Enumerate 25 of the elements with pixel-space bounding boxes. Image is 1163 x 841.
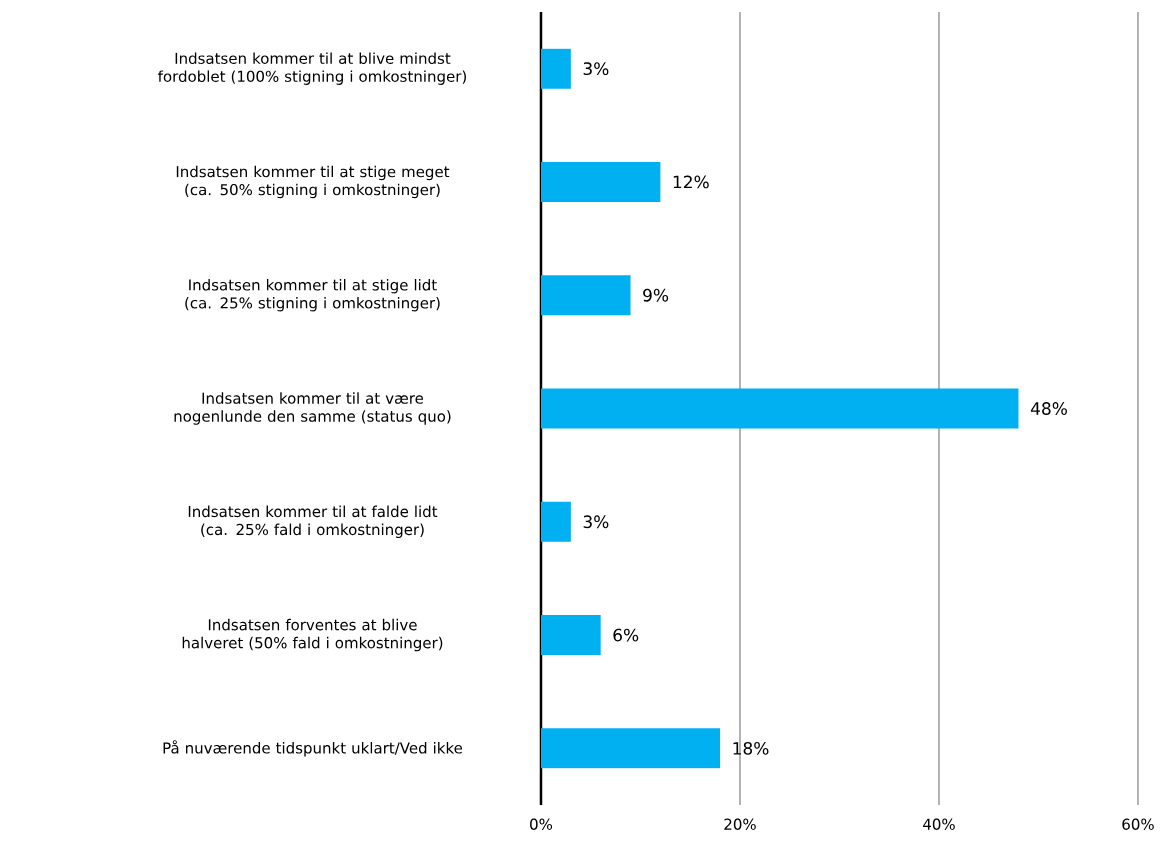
y-tick-label: Indsatsen kommer til at blive mindst fordoblet (100% stigning i omkostninger) [158,52,466,85]
y-tick-label: Indsatsen kommer til at stige lidt (ca. 25% stigning i omkostninger) [185,278,440,312]
y-tick-label: Indsatsen forventes at blive halveret (50% fald i omkostninger) [182,618,443,652]
x-tick-label: 40% [923,818,955,830]
data-label: 9% [643,288,669,302]
bar [540,388,1019,429]
y-tick-label: På nuværende tidspunkt uklart/Ved ikke [163,740,463,757]
y-tick-label: Indsatsen kommer til at falde lidt (ca. 25% fald i omkostninger) [188,505,438,539]
data-label: 48% [1030,402,1067,415]
data-label: 6% [613,628,639,642]
bar [540,501,571,542]
data-label: 3% [583,62,609,76]
x-tick-label: 0% [530,818,553,830]
bar [540,275,631,316]
bar [540,48,571,89]
y-tick-label: Indsatsen kommer til at være nogenlunde den samme (status quo) [174,392,451,425]
bar [540,161,661,202]
x-tick-label: 20% [724,818,756,830]
x-tick-label: 60% [1122,818,1154,830]
data-label: 12% [673,175,709,189]
data-label: 3% [583,515,609,529]
bar [540,728,721,769]
bar [540,615,601,656]
data-label: 18% [733,741,769,755]
y-tick-label: Indsatsen kommer til at stige meget (ca. 50% stigning i omkostninger) [176,165,450,199]
